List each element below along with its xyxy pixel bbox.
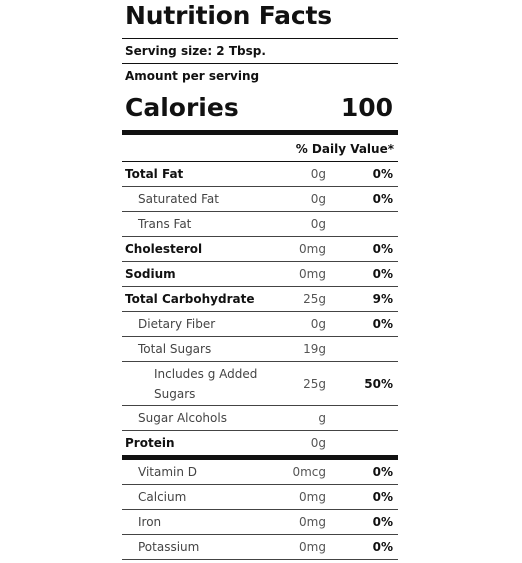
nutrient-name: Includes g Added Sugars bbox=[154, 366, 258, 401]
divider bbox=[122, 161, 398, 162]
nutrient-row-cholesterol: Cholesterol 0mg 0% bbox=[122, 237, 398, 262]
nutrient-name: Dietary Fiber bbox=[138, 317, 216, 331]
nutrient-daily-value: 0% bbox=[372, 192, 393, 206]
amount-per-serving: Amount per serving bbox=[125, 69, 260, 83]
daily-value-header: % Daily Value* bbox=[295, 142, 394, 156]
nutrient-name: Potassium bbox=[138, 540, 200, 554]
divider bbox=[122, 63, 398, 64]
nutrient-daily-value: 0% bbox=[372, 490, 393, 504]
nutrient-name: Saturated Fat bbox=[138, 192, 219, 206]
nutrient-name: Calcium bbox=[138, 490, 187, 504]
nutrient-row-trans-fat: Trans Fat 0g bbox=[122, 212, 398, 237]
nutrient-row-dietary-fiber: Dietary Fiber 0g 0% bbox=[122, 312, 398, 337]
nutrient-name: Cholesterol bbox=[125, 242, 203, 256]
nutrient-name: Iron bbox=[138, 515, 162, 529]
nutrient-row-total-carbohydrate: Total Carbohydrate 25g 9% bbox=[122, 287, 398, 312]
nutrient-name: Vitamin D bbox=[138, 465, 198, 479]
nutrient-amount: 0g bbox=[310, 192, 326, 206]
calories-value: 100 bbox=[340, 93, 393, 122]
serving-size: Serving size: 2 Tbsp. bbox=[125, 44, 266, 58]
nutrient-amount: 25g bbox=[303, 292, 326, 306]
nutrient-row-sodium: Sodium 0mg 0% bbox=[122, 262, 398, 287]
nutrient-amount: 0g bbox=[310, 317, 326, 331]
label-title: Nutrition Facts bbox=[125, 1, 332, 30]
nutrient-amount: 0mg bbox=[299, 540, 326, 554]
nutrient-row-total-fat: Total Fat 0g 0% bbox=[122, 162, 398, 187]
nutrient-amount: 19g bbox=[303, 342, 326, 356]
nutrient-amount: 0mg bbox=[299, 242, 326, 256]
nutrient-name: Sugar Alcohols bbox=[138, 411, 227, 425]
vitamin-row-potassium: Potassium 0mg 0% bbox=[122, 535, 398, 560]
nutrient-row-added-sugars: Includes g Added Sugars 25g 50% bbox=[122, 362, 398, 406]
nutrient-daily-value: 0% bbox=[372, 242, 393, 256]
nutrient-daily-value: 0% bbox=[372, 465, 393, 479]
nutrient-amount: 0g bbox=[310, 436, 326, 450]
vitamin-row-iron: Iron 0mg 0% bbox=[122, 510, 398, 535]
vitamin-row-vitamin-d: Vitamin D 0mcg 0% bbox=[122, 460, 398, 485]
nutrient-name: Protein bbox=[125, 436, 175, 450]
nutrient-amount: 0mg bbox=[299, 515, 326, 529]
nutrient-name: Sodium bbox=[125, 267, 176, 281]
nutrient-daily-value: 0% bbox=[372, 267, 393, 281]
nutrient-amount: 0mg bbox=[299, 490, 326, 504]
thick-divider bbox=[122, 455, 398, 460]
nutrient-amount: 0g bbox=[310, 167, 326, 181]
calories-label: Calories bbox=[125, 93, 239, 122]
nutrient-row-sugar-alcohols: Sugar Alcohols g bbox=[122, 406, 398, 431]
nutrient-daily-value: 0% bbox=[372, 540, 393, 554]
nutrient-daily-value: 0% bbox=[372, 515, 393, 529]
vitamin-row-calcium: Calcium 0mg 0% bbox=[122, 485, 398, 510]
nutrient-amount: 0mg bbox=[299, 267, 326, 281]
divider bbox=[122, 38, 398, 39]
nutrient-name: Total Fat bbox=[125, 167, 184, 181]
nutrient-daily-value: 0% bbox=[372, 317, 393, 331]
nutrient-daily-value: 9% bbox=[372, 292, 393, 306]
nutrient-row-protein: Protein 0g bbox=[122, 431, 398, 455]
nutrient-name: Total Sugars bbox=[138, 342, 212, 356]
nutrient-daily-value: 0% bbox=[372, 167, 393, 181]
thick-divider bbox=[122, 130, 398, 135]
nutrient-amount: 0mcg bbox=[292, 465, 326, 479]
nutrient-row-saturated-fat: Saturated Fat 0g 0% bbox=[122, 187, 398, 212]
nutrient-name: Trans Fat bbox=[138, 217, 192, 231]
nutrient-amount: 25g bbox=[303, 376, 326, 391]
nutrient-row-total-sugars: Total Sugars 19g bbox=[122, 337, 398, 362]
nutrient-amount: g bbox=[318, 411, 326, 425]
nutrient-daily-value: 50% bbox=[364, 376, 393, 391]
nutrient-name: Total Carbohydrate bbox=[125, 292, 255, 306]
nutrient-amount: 0g bbox=[310, 217, 326, 231]
